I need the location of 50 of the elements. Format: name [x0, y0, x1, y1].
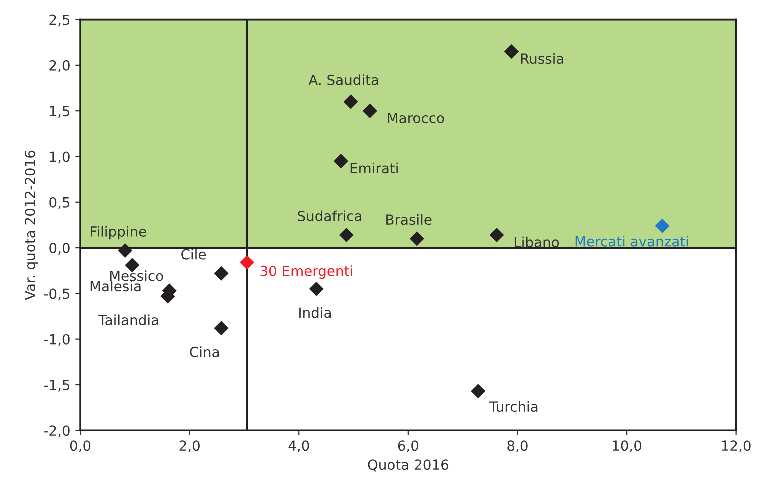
point — [410, 232, 424, 246]
annotation: Sudafrica — [298, 210, 362, 222]
point — [344, 94, 358, 110]
annotation: Mercati avanzati — [576, 236, 688, 247]
x-tick-label: 8,0 — [508, 440, 528, 453]
y-tick-label: 2,0 — [50, 60, 70, 72]
x-tick-label: 0,0 — [70, 440, 91, 453]
annotation: India — [300, 307, 332, 318]
point — [214, 266, 229, 281]
y-tick-label: -0,5 — [44, 288, 70, 301]
annotation: Tailandia — [98, 314, 158, 326]
point — [490, 228, 504, 243]
annotation: Russia — [521, 53, 564, 64]
annotation: Filippine — [91, 226, 146, 240]
annotation: Marocco — [388, 113, 444, 124]
annotation: Cina — [190, 346, 220, 358]
annotation: Brasile — [386, 214, 432, 226]
point — [240, 255, 254, 270]
point — [309, 282, 324, 296]
x-tick-label: 2,0 — [180, 440, 200, 453]
point — [471, 384, 486, 399]
y-tick-label: -1,0 — [44, 334, 70, 346]
y-tick-label: 0,5 — [50, 197, 70, 210]
annotation: Turchia — [489, 401, 538, 412]
annotation: Emirati — [350, 162, 398, 174]
annotation: Cile — [182, 249, 206, 260]
y-tick-label: 1,0 — [50, 152, 70, 164]
annotation: Malesia — [90, 280, 141, 292]
x-tick-label: 12,0 — [722, 440, 751, 453]
point — [504, 44, 519, 60]
point — [334, 154, 348, 169]
point — [118, 244, 133, 258]
x-tick-label: 6,0 — [398, 440, 419, 453]
x-axis-title: Quota 2016 — [368, 460, 449, 472]
annotation: A. Saudita — [308, 74, 378, 86]
x-tick-label: 4,0 — [288, 440, 310, 453]
point — [362, 104, 378, 118]
y-tick-label: -2,0 — [44, 426, 70, 438]
annotation: 30 Emergenti — [260, 266, 352, 280]
y-axis-title: Var. quota 2012-2016 — [24, 150, 38, 300]
y-tick-label: 1,5 — [50, 106, 70, 118]
point — [339, 228, 354, 243]
point — [214, 321, 229, 336]
point — [655, 218, 670, 234]
x-tick-label: 10,0 — [613, 440, 642, 453]
y-tick-label: 2,5 — [50, 14, 70, 27]
y-tick-label: 0,0 — [50, 243, 70, 255]
annotation: Libano — [514, 236, 560, 248]
annotation: Messico — [110, 270, 164, 282]
y-tick-label: -1,5 — [44, 380, 70, 392]
